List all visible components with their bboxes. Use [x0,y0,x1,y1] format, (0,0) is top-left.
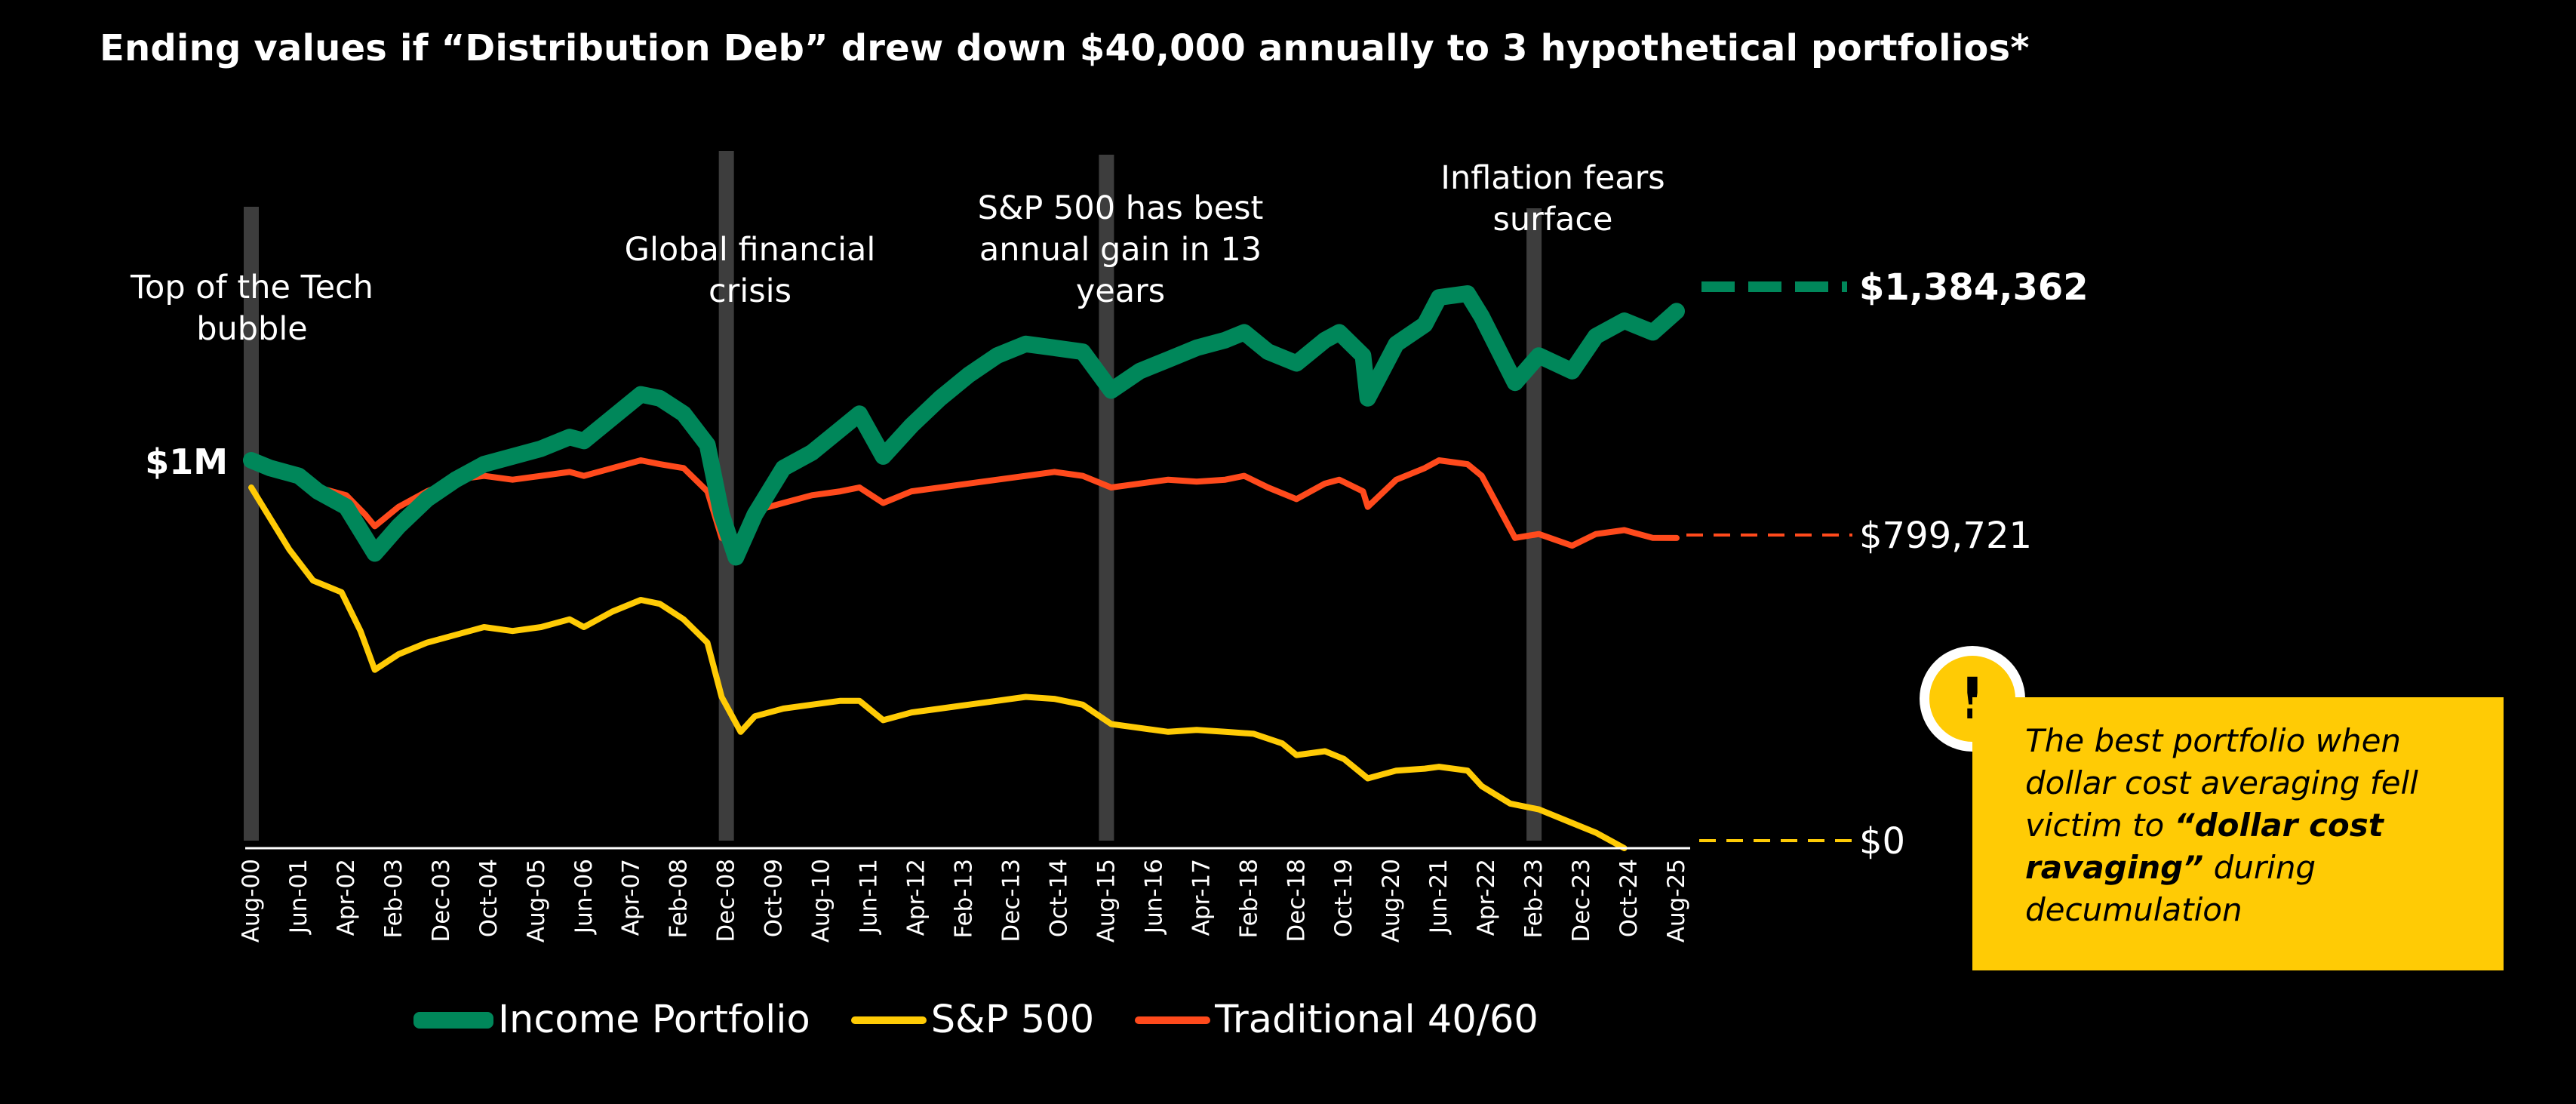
legend-label-income: Income Portfolio [498,998,810,1042]
event-marker-label-line: S&P 500 has best [978,189,1264,227]
event-marker-label-line: crisis [709,272,792,310]
x-tick-label: Feb-13 [951,859,978,939]
end-value-sp500-label: $0 [1859,820,1905,863]
event-marker-label-line: Global financial [625,231,876,269]
legend-swatch-traditional [1135,1016,1211,1024]
x-tick-label: Feb-18 [1235,859,1262,939]
series-line-sp500 [248,484,1628,851]
legend-swatch-sp500 [850,1016,927,1024]
legend-label-sp500: S&P 500 [930,998,1095,1042]
chart-legend: Income Portfolio S&P 500 Traditional 40/… [413,998,1579,1042]
event-marker-label-line: Top of the Tech [130,269,373,306]
x-tick-label: Oct-04 [475,859,503,937]
x-tick-label: Jun-16 [1140,859,1167,935]
end-value-traditional-label: $799,721 [1859,515,2032,557]
callout-text-2: during decumulation [2025,849,2316,928]
callout-box: The best portfolio when dollar cost aver… [1972,697,2504,970]
x-tick-label: Apr-02 [333,859,360,936]
x-tick-label: Aug-10 [808,859,835,943]
x-tick-label: Jun-21 [1425,859,1452,935]
x-tick-label: Dec-23 [1568,859,1595,943]
event-marker-label-line: years [1076,272,1165,310]
event-marker-label-line: Inflation fears [1440,159,1665,197]
event-marker-bar [244,207,259,841]
x-tick-label: Feb-08 [666,859,693,939]
event-marker-label-line: surface [1493,201,1613,238]
x-tick-label: Dec-18 [1283,859,1310,943]
x-tick-label: Apr-12 [903,859,930,936]
event-marker-label: Top of the Tech bubble [130,269,373,348]
x-tick-label: Feb-03 [380,859,407,939]
x-tick-label: Dec-08 [713,859,740,943]
callout-text-bold: “dollar cost ravaging” [2025,807,2384,886]
event-marker-label: S&P 500 has best annual gain in 13 years [978,189,1264,310]
x-tick-label: Feb-23 [1520,859,1548,939]
x-tick-label: Dec-03 [428,859,455,943]
x-tick-label: Jun-01 [285,859,312,935]
x-tick-label: Jun-06 [570,859,598,935]
event-marker-bar [718,151,734,841]
series-line-income [243,285,1685,566]
event-marker-label-line: annual gain in 13 [979,231,1262,269]
x-tick-label: Oct-09 [761,859,788,937]
x-tick-label: Jun-11 [856,859,883,935]
x-tick-label: Apr-22 [1473,859,1500,936]
x-tick-label: Oct-14 [1045,859,1072,937]
x-tick-label: Aug-00 [238,859,265,943]
legend-swatch-income [413,1011,493,1029]
x-tick-label: Apr-17 [1188,859,1215,936]
x-tick-label: Aug-15 [1093,859,1120,943]
x-tick-label: Dec-13 [998,859,1025,943]
legend-item-traditional: Traditional 40/60 [1135,998,1539,1042]
x-tick-label: Apr-07 [618,859,645,936]
callout-text-1: The best portfolio when dollar cost aver… [2025,722,2418,844]
x-tick-label: Aug-25 [1663,859,1690,943]
event-marker-label-line: bubble [196,310,308,348]
x-tick-label: Oct-24 [1615,859,1643,937]
x-tick-label: Aug-05 [523,859,550,943]
y-label-1m: $1M [145,441,228,482]
x-tick-label: Aug-20 [1378,859,1405,943]
end-value-income-label: $1,384,362 [1859,266,2089,309]
x-tick-label: Oct-19 [1330,859,1357,937]
event-marker-label: Inflation fears surface [1440,159,1665,238]
event-marker-bar [1526,208,1542,841]
legend-item-income: Income Portfolio [413,998,810,1042]
event-marker-bar [1099,155,1114,841]
legend-item-sp500: S&P 500 [850,998,1095,1042]
chart-title: Ending values if “Distribution Deb” drew… [100,27,2030,69]
event-marker-label: Global financial crisis [625,231,876,310]
legend-label-traditional: Traditional 40/60 [1215,998,1539,1042]
